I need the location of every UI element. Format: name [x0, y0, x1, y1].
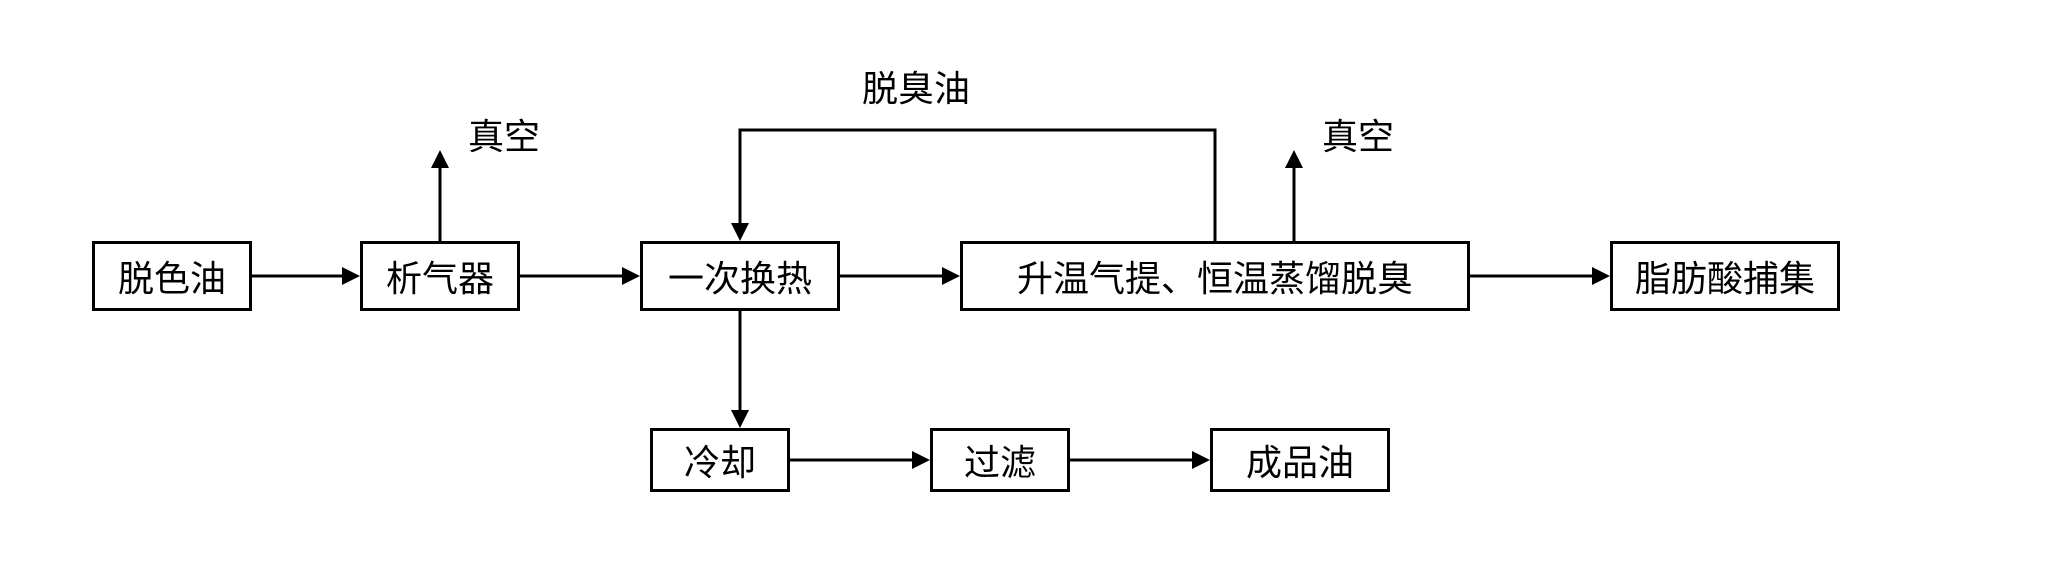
e-decolor-degasser-arrowhead — [342, 267, 360, 285]
node-label: 过滤 — [964, 434, 1036, 486]
node-label: 成品油 — [1246, 434, 1354, 486]
e-degasser-heatex-arrowhead — [622, 267, 640, 285]
e-deodor-feedback — [740, 130, 1215, 241]
node-product-oil: 成品油 — [1210, 428, 1390, 492]
node-cooling: 冷却 — [650, 428, 790, 492]
e-filter-product-arrowhead — [1192, 451, 1210, 469]
node-fatty-acid: 脂肪酸捕集 — [1610, 241, 1840, 311]
node-label: 脱色油 — [118, 250, 226, 302]
e-heatex-strip-arrowhead — [942, 267, 960, 285]
node-stripping: 升温气提、恒温蒸馏脱臭 — [960, 241, 1470, 311]
e-strip-vac-arrowhead — [1285, 150, 1303, 168]
e-cool-filter-arrowhead — [912, 451, 930, 469]
node-label: 析气器 — [386, 250, 494, 302]
label-deodor-oil: 脱臭油 — [862, 60, 970, 112]
node-label: 冷却 — [684, 434, 756, 486]
node-decolor-oil: 脱色油 — [92, 241, 252, 311]
e-heatex-cool-arrowhead — [731, 410, 749, 428]
node-label: 一次换热 — [668, 250, 812, 302]
label-vacuum-2: 真空 — [1322, 108, 1394, 160]
node-label: 脂肪酸捕集 — [1635, 250, 1815, 302]
node-filter: 过滤 — [930, 428, 1070, 492]
node-label: 升温气提、恒温蒸馏脱臭 — [1017, 250, 1413, 302]
e-strip-capture-arrowhead — [1592, 267, 1610, 285]
e-degasser-vac-arrowhead — [431, 150, 449, 168]
node-degasser: 析气器 — [360, 241, 520, 311]
label-vacuum-1: 真空 — [468, 108, 540, 160]
e-deodor-feedback-arrowhead — [731, 223, 749, 241]
node-heat-exchange: 一次换热 — [640, 241, 840, 311]
diagram-canvas: 脱色油 析气器 一次换热 升温气提、恒温蒸馏脱臭 脂肪酸捕集 冷却 过滤 成品油… — [0, 0, 2052, 573]
